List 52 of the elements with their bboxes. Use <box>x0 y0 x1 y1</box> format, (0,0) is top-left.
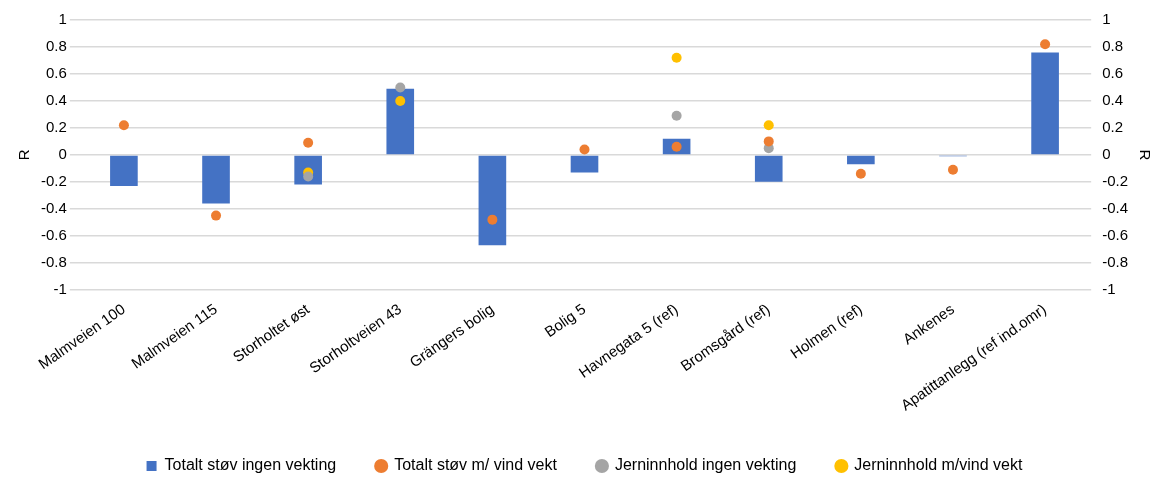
y2-tick-label: -0.2 <box>1102 172 1129 190</box>
y2-tick-label: -0.8 <box>1102 252 1129 270</box>
legend-label: Totalt støv ingen vekting <box>164 456 337 474</box>
bar <box>754 155 783 182</box>
y-tick-label: -0.6 <box>40 225 67 243</box>
point <box>855 168 866 179</box>
y-tick-label: 0.8 <box>45 37 67 55</box>
bar <box>1031 52 1059 155</box>
y-tick-label: 0 <box>58 145 67 163</box>
point <box>671 110 682 121</box>
y2-tick-label: -1 <box>1102 279 1116 297</box>
point <box>303 171 314 182</box>
y-tick-label: -1 <box>53 279 67 297</box>
point <box>579 144 590 155</box>
y2-axis-title: R <box>1136 149 1154 161</box>
point <box>763 136 774 147</box>
y-tick-label: -0.4 <box>40 198 67 216</box>
y-tick-label: 0.6 <box>45 64 67 82</box>
bar <box>202 155 230 204</box>
y2-tick-label: 0.6 <box>1102 64 1124 82</box>
y2-tick-label: 0 <box>1102 145 1111 163</box>
y-tick-label: -0.2 <box>40 172 67 190</box>
bar <box>570 155 599 173</box>
bar <box>386 88 415 155</box>
point <box>211 210 222 221</box>
point <box>395 82 406 93</box>
y-tick-label: 1 <box>58 10 67 28</box>
point <box>671 52 682 63</box>
point <box>763 120 774 131</box>
x-tick-label: Bolig 5 <box>541 300 589 341</box>
legend-label: Jerninnhold ingen vekting <box>614 456 797 474</box>
point <box>1040 39 1051 50</box>
point <box>395 95 406 106</box>
y2-tick-label: 0.8 <box>1102 37 1124 55</box>
point <box>487 214 498 225</box>
y-tick-label: -0.8 <box>40 252 67 270</box>
point <box>303 137 314 148</box>
y-axis-title: R <box>15 149 33 161</box>
legend-label: Jerninnhold m/vind vekt <box>854 456 1023 474</box>
y2-tick-label: 0.4 <box>1102 91 1124 109</box>
y2-tick-label: 0.2 <box>1102 118 1124 136</box>
point <box>118 120 129 131</box>
bar <box>478 155 507 246</box>
y2-tick-label: -0.6 <box>1102 225 1129 243</box>
legend-label: Totalt støv m/ vind vekt <box>394 456 558 474</box>
y-tick-label: 0.2 <box>45 118 67 136</box>
point <box>947 164 958 175</box>
y2-tick-label: -0.4 <box>1102 198 1129 216</box>
bar <box>847 155 875 165</box>
bar <box>110 155 138 186</box>
y-tick-label: 0.4 <box>45 91 67 109</box>
y2-tick-label: 1 <box>1102 10 1111 28</box>
